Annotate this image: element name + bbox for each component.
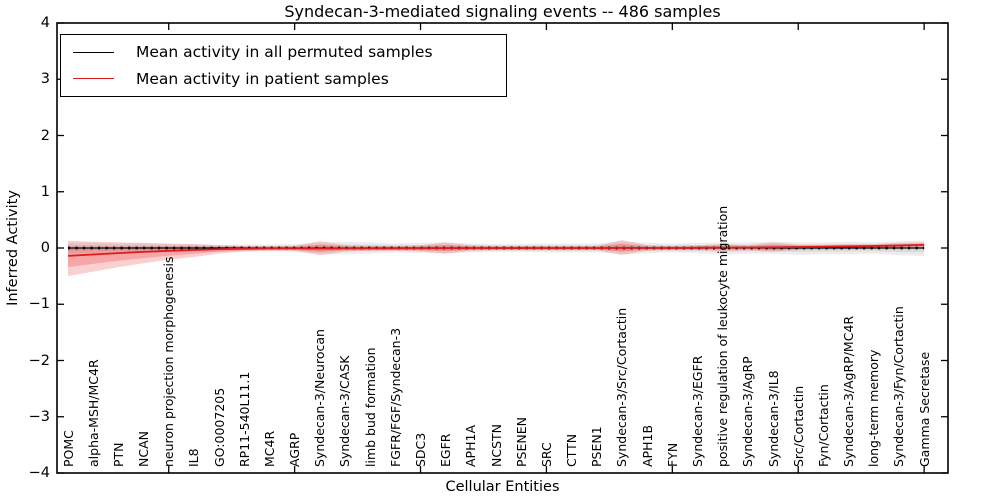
y-tick-label: −2: [28, 352, 50, 369]
x-axis-label: Cellular Entities: [445, 479, 560, 495]
x-tick-label: Syndecan-3/EGFR: [690, 355, 705, 467]
patient-mean-line: [67, 244, 925, 257]
y-tick-label: −1: [28, 296, 50, 313]
x-tick-label: alpha-MSH/MC4R: [85, 359, 101, 467]
x-tick-label: IL8: [186, 448, 202, 467]
x-tick-label: RP11-540L11.1: [236, 371, 252, 467]
x-tick-label: MC4R: [261, 430, 277, 467]
y-tick-label: 1: [40, 183, 50, 200]
x-tick-label: Fyn/Cortactin: [815, 384, 831, 467]
band-inner-1: [68, 243, 925, 267]
x-tick-label: PSENEN: [513, 417, 529, 467]
x-tick-label: Gamma Secretase: [916, 351, 932, 467]
x-tick-label: Syndecan-3/AgRP/MC4R: [841, 315, 857, 467]
x-tick-label: limb bud formation: [362, 347, 378, 467]
x-tick-label: NCSTN: [488, 424, 504, 467]
x-tick-label: Syndecan-3/Neurocan: [312, 329, 328, 467]
legend-line-swatch-red: [73, 78, 114, 80]
x-tick-label: APH1A: [463, 425, 479, 467]
x-tick-label: CTTN: [564, 433, 580, 467]
x-tick-label: Syndecan-3/Fyn/Cortactin: [891, 306, 907, 467]
x-tick-label: long-term memory: [866, 349, 882, 467]
y-tick-label: −3: [28, 408, 50, 425]
legend-label: Mean activity in all permuted samples: [136, 43, 433, 62]
x-tick-label: EGFR: [438, 433, 454, 467]
x-tick-label: PSEN1: [589, 426, 605, 467]
x-tick-label: Syndecan-3/AgRP: [740, 356, 756, 467]
x-tick-label: Src/Cortactin: [790, 385, 806, 467]
legend-box: Mean activity in all permuted samples Me…: [60, 34, 507, 97]
x-tick-label: SRC: [538, 442, 554, 467]
legend-label: Mean activity in patient samples: [136, 69, 389, 88]
legend-line-swatch-black: [73, 51, 114, 53]
x-tick-label: SDC3: [413, 432, 429, 467]
x-tick-label: FGFR/FGF/Syndecan-3: [387, 327, 403, 467]
x-tick-label: APH1B: [639, 424, 655, 467]
x-tick-label: AGRP: [287, 432, 303, 467]
y-tick-label: 2: [40, 127, 50, 144]
legend-item-patient: Mean activity in patient samples: [61, 66, 506, 92]
legend-item-permuted: Mean activity in all permuted samples: [61, 39, 506, 65]
y-tick-label: 4: [40, 15, 50, 31]
x-tick-label: POMC: [60, 430, 76, 467]
chart-title: Syndecan-3-mediated signaling events -- …: [284, 2, 721, 21]
x-tick-label: GO:0007205: [211, 387, 227, 467]
x-tick-label: positive regulation of leukocyte migrati…: [715, 205, 731, 467]
x-tick-label: neuron projection morphogenesis: [161, 256, 177, 467]
x-tick-label: Syndecan-3/IL8: [765, 370, 781, 467]
x-tick-label: NCAN: [136, 431, 152, 467]
y-tick-label: 3: [40, 71, 50, 88]
x-tick-label: FYN: [664, 442, 680, 467]
y-tick-label: 0: [40, 240, 50, 256]
x-tick-label: Syndecan-3/Src/Cortactin: [614, 307, 630, 467]
y-tick-label: −4: [28, 465, 50, 481]
x-tick-label: Syndecan-3/CASK: [337, 355, 353, 467]
x-tick-label: PTN: [110, 442, 126, 467]
